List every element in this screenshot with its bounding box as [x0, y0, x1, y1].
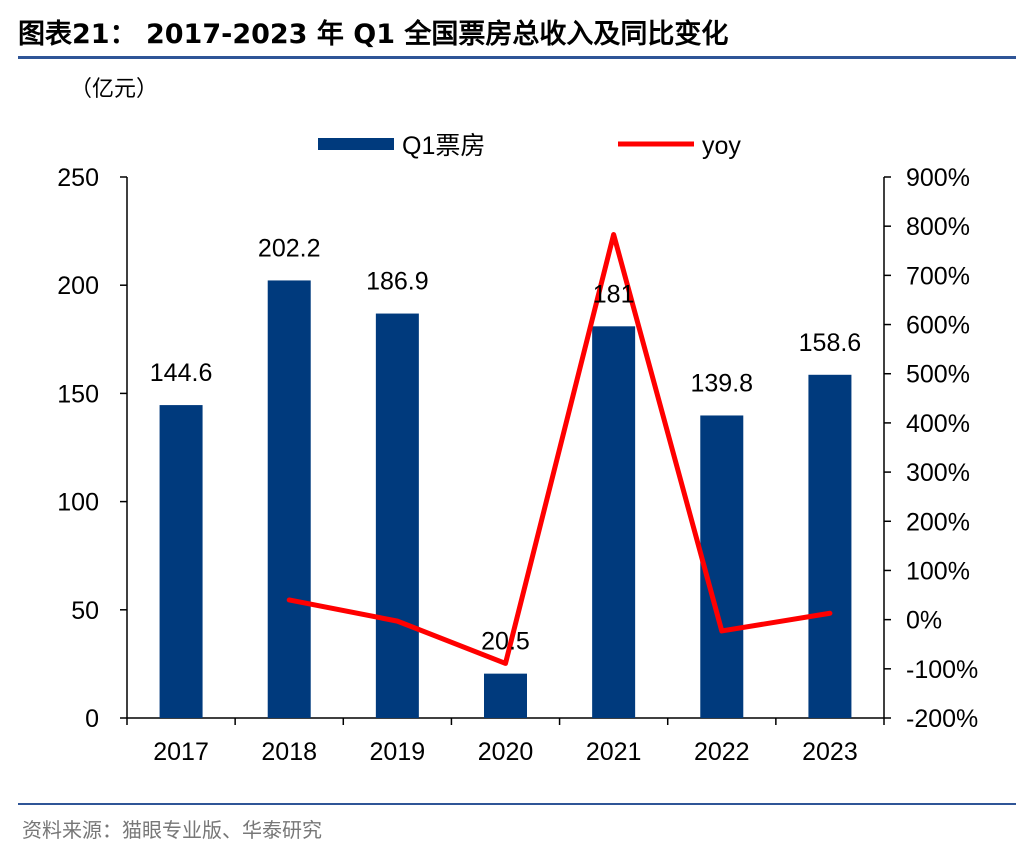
left-axis-tick-label: 0 — [85, 705, 99, 733]
right-axis-tick-label: 800% — [906, 213, 970, 241]
right-axis-tick-label: 400% — [906, 410, 970, 438]
right-axis-tick-label: 200% — [906, 508, 970, 536]
x-axis-tick-label: 2022 — [694, 738, 750, 766]
right-axis-tick-label: 900% — [906, 164, 970, 192]
x-axis-tick-label: 2019 — [370, 738, 426, 766]
axes: 0 50 100 150 200 250 -200% -100% 0% 100% 200% 300% 4… — [57, 164, 978, 766]
left-axis-tick-label: 100 — [57, 489, 99, 517]
right-axis-tick-label: 600% — [906, 312, 970, 340]
chart: （亿元） Q1票房 yoy 050100150200250-200%-100%0… — [57, 77, 978, 766]
unit-label: （亿元） — [70, 77, 158, 102]
left-axis-tick-label: 200 — [57, 272, 99, 300]
bar — [484, 673, 527, 718]
left-axis-tick-label: 250 — [57, 164, 99, 192]
right-axis-tick-label: 300% — [906, 459, 970, 487]
legend-label-bars: Q1票房 — [402, 132, 485, 160]
right-axis-tick-label: 700% — [906, 262, 970, 290]
bar-data-label: 158.6 — [799, 329, 862, 357]
bar — [808, 374, 852, 718]
right-axis-tick-label: 500% — [906, 361, 970, 389]
bar — [700, 415, 744, 718]
bar-data-label: 144.6 — [150, 359, 213, 387]
bar — [267, 280, 311, 718]
source-divider — [18, 803, 1016, 805]
bar-data-label: 202.2 — [258, 234, 321, 262]
bar-data-label: 20.5 — [481, 628, 530, 656]
line-series — [286, 232, 833, 666]
bar — [375, 313, 419, 718]
right-axis-tick-label: 0% — [906, 607, 942, 635]
bar-data-label: 181 — [593, 280, 635, 308]
left-axis-tick-label: 150 — [57, 380, 99, 408]
yoy-line — [286, 232, 833, 666]
right-axis-tick-label: -200% — [906, 705, 978, 733]
left-axis-tick-label: 50 — [71, 597, 99, 625]
right-axis-tick-label: -100% — [906, 656, 978, 684]
legend-label-line: yoy — [702, 132, 741, 160]
legend-swatch-bars — [318, 138, 394, 150]
bar-series — [159, 280, 852, 718]
data-labels: 144.6 202.2 186.9 20.5 181 139.8 158.6 — [150, 234, 861, 655]
source-note: 资料来源：猫眼专业版、华泰研究 — [22, 818, 322, 842]
legend: Q1票房 yoy — [318, 132, 741, 160]
bar-data-label: 139.8 — [691, 369, 754, 397]
right-axis-tick-label: 100% — [906, 557, 970, 585]
x-axis-tick-label: 2023 — [802, 738, 858, 766]
x-axis-tick-label: 2017 — [153, 738, 209, 766]
chart-title: 图表21： 2017-2023 年 Q1 全国票房总收入及同比变化 — [18, 19, 729, 50]
title-divider — [18, 56, 1016, 59]
x-axis-tick-label: 2020 — [478, 738, 534, 766]
bar-data-label: 186.9 — [366, 268, 429, 296]
bar — [592, 326, 636, 718]
x-axis-tick-label: 2018 — [261, 738, 317, 766]
bar — [159, 405, 203, 718]
x-axis-tick-label: 2021 — [586, 738, 642, 766]
